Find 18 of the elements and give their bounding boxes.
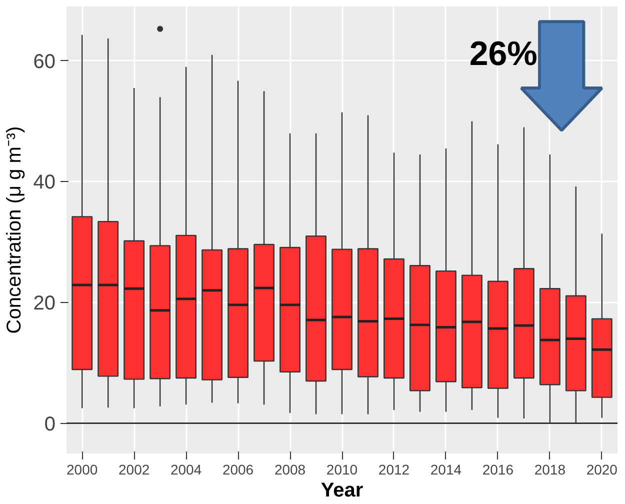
x-tick-label: 2000 xyxy=(66,462,98,478)
x-tick-label: 2014 xyxy=(430,462,462,478)
x-tick-label: 2012 xyxy=(378,462,410,478)
annotation: 26% xyxy=(469,34,538,73)
y-tick-label: 40 xyxy=(33,172,56,194)
x-tick-label: 2018 xyxy=(534,462,566,478)
y-tick-label: 20 xyxy=(33,292,56,314)
x-tick-label: 2016 xyxy=(482,462,514,478)
x-tick-label: 2008 xyxy=(274,462,306,478)
y-tick-label: 60 xyxy=(33,50,56,73)
x-tick-label: 2006 xyxy=(222,462,254,478)
x-tick-label: 2020 xyxy=(586,462,618,478)
x-tick-label: 2002 xyxy=(118,462,150,478)
x-tick-label: 2004 xyxy=(170,462,202,478)
x-tick-label: 2010 xyxy=(326,462,358,478)
y-tick-label: 0 xyxy=(44,413,56,436)
y-axis-title: Concentration (μ g m⁻³) xyxy=(3,126,26,334)
x-axis-title: Year xyxy=(320,480,364,502)
